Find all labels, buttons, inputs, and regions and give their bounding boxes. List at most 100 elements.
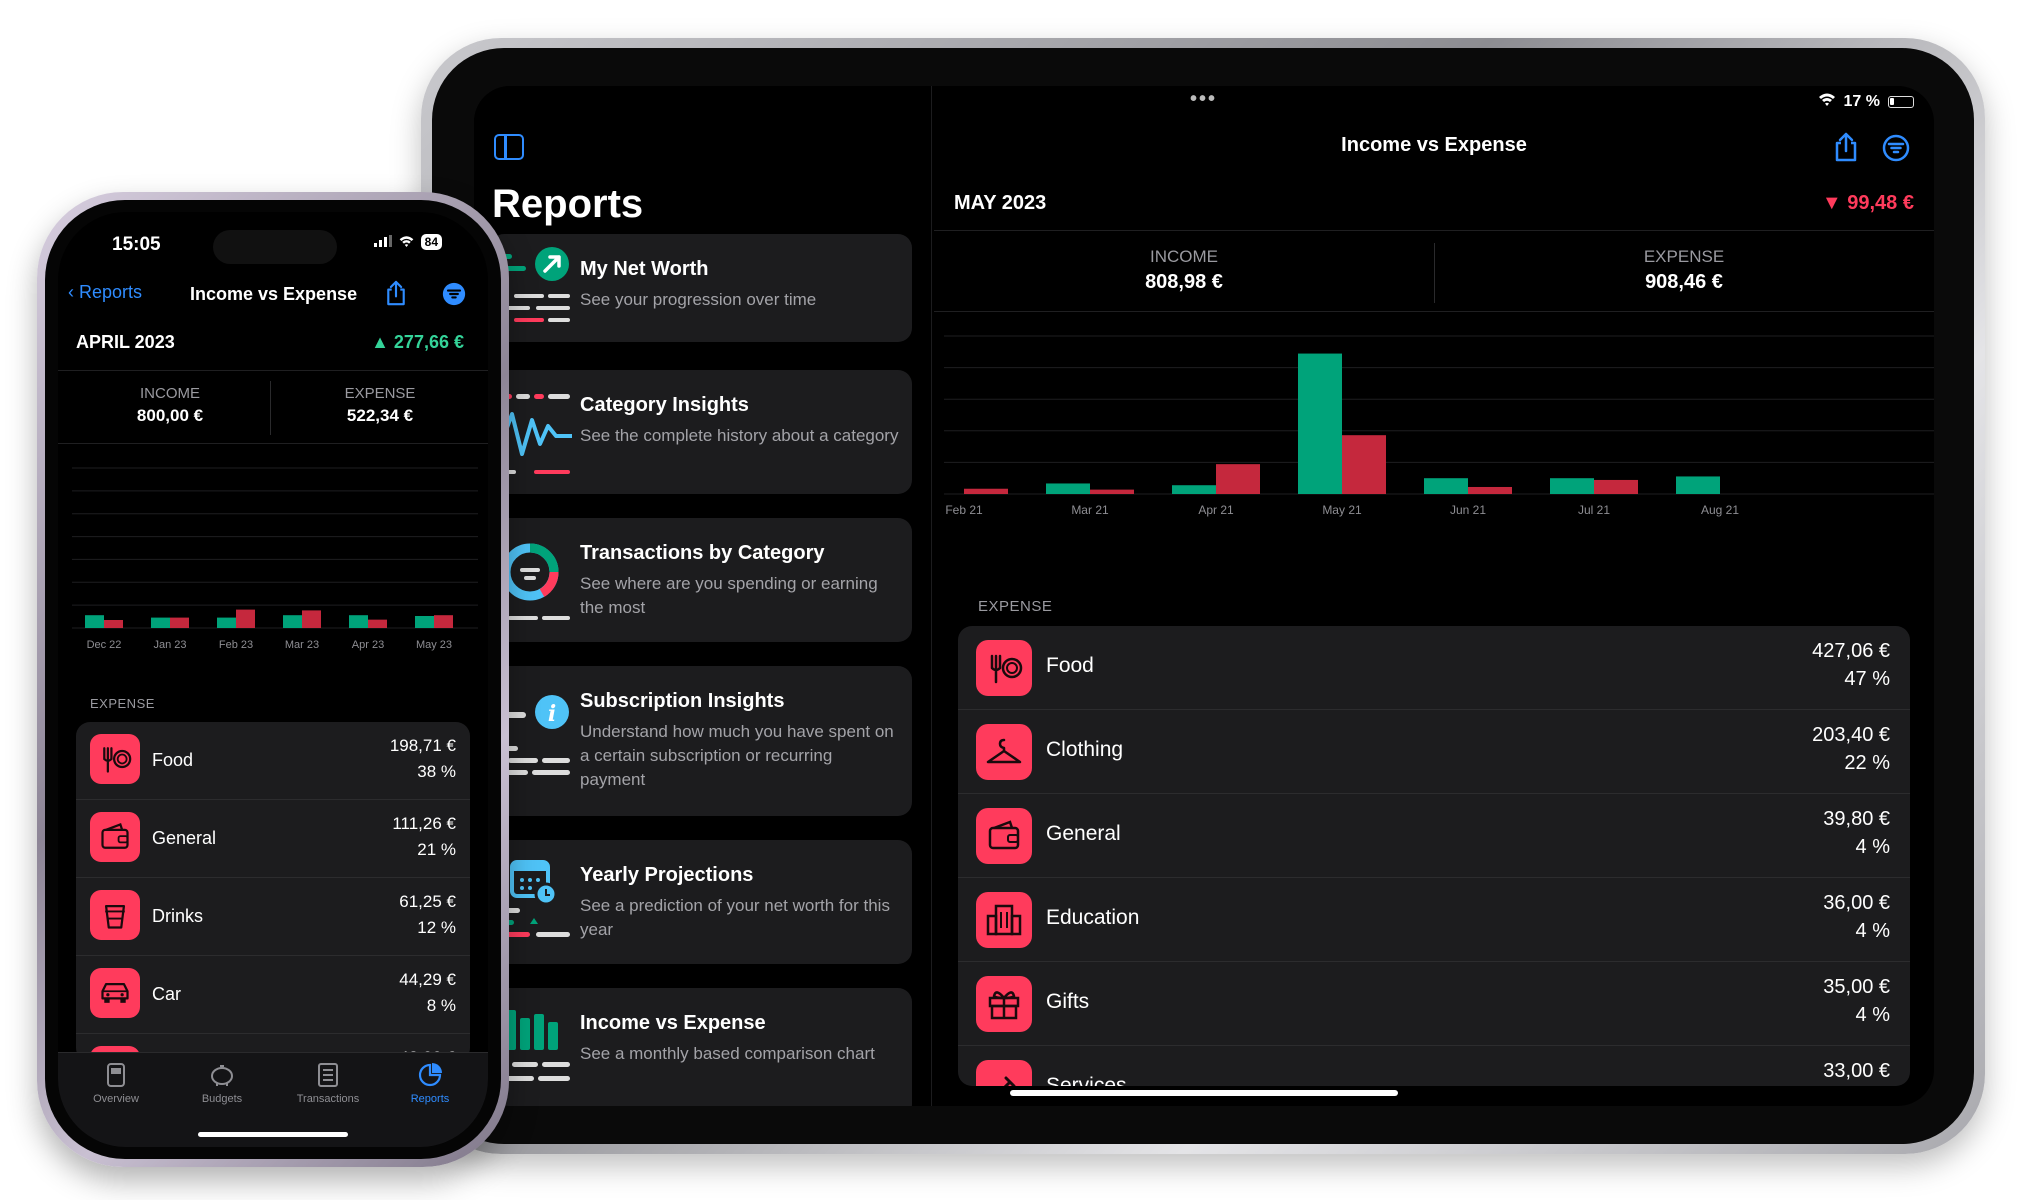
category-amount: 203,40 €	[1812, 724, 1890, 746]
chevron-left-icon: ‹	[68, 282, 79, 302]
expense-row-education[interactable]: Education 36,00 € 4 %	[958, 878, 1910, 962]
wifi-icon	[1818, 92, 1836, 111]
card-desc: See a monthly based comparison chart	[580, 1044, 875, 1063]
expense-row-car[interactable]: Car 44,29 € 8 %	[76, 956, 470, 1034]
expense-row-food[interactable]: Food 198,71 € 38 %	[76, 722, 470, 800]
battery-badge: 84	[420, 234, 442, 250]
income-label: INCOME	[140, 385, 200, 402]
card-title: Transactions by Category	[580, 542, 825, 564]
category-insights-art	[490, 394, 572, 474]
tab-label: Transactions	[296, 1093, 360, 1105]
income-expense-chart[interactable]: Feb 21 Mar 21 Apr 21 May 21 Jun 21 Jul 21 Aug …	[934, 316, 1934, 526]
card-desc: See where are you spending or earning th…	[580, 574, 878, 617]
share-icon[interactable]	[384, 280, 408, 306]
bar-expense	[1468, 486, 1512, 494]
report-card-income-vs-expense[interactable]: Income vs Expense See a monthly based co…	[490, 988, 912, 1106]
battery-icon	[1888, 95, 1914, 108]
card-title: Income vs Expense	[580, 1012, 766, 1034]
category-name: General	[1046, 822, 1121, 845]
overview-icon	[102, 1061, 130, 1089]
category-percent: 38 %	[417, 762, 456, 781]
summary-divider	[270, 381, 271, 435]
month-label: APRIL 2023	[76, 332, 175, 352]
tab-overview[interactable]: Overview	[66, 1061, 166, 1105]
home-indicator[interactable]	[1010, 1090, 1398, 1096]
tab-bar: Overview Budgets Transactions Reports	[58, 1052, 488, 1147]
expense-row-drinks[interactable]: Drinks 61,25 € 12 %	[76, 878, 470, 956]
card-desc: See the complete history about a categor…	[580, 426, 899, 445]
report-card-category-insights[interactable]: Category Insights See the complete histo…	[490, 370, 912, 494]
back-button[interactable]: ‹ Reports	[68, 282, 142, 303]
tab-reports[interactable]: Reports	[380, 1061, 480, 1105]
x-tick-label: May 23	[416, 639, 452, 651]
income-value: 800,00 €	[136, 406, 204, 425]
multitasking-dots-icon[interactable]: •••	[1190, 88, 1218, 110]
expense-row-clothing[interactable]: Clothing 203,40 € 22 %	[958, 710, 1910, 794]
expense-row-gifts[interactable]: Gifts 35,00 € 4 %	[958, 962, 1910, 1046]
status-indicators: 17 %	[1818, 92, 1914, 111]
bar-expense	[170, 617, 189, 628]
income-summary: INCOME 808,98 €	[934, 231, 1434, 313]
bar-expense	[1594, 479, 1638, 494]
category-amount: 61,25 €	[399, 892, 456, 911]
card-desc: See your progression over time	[580, 290, 817, 309]
x-tick-label: Jul 21	[1578, 503, 1610, 517]
bar-income	[415, 616, 434, 628]
tab-label: Budgets	[201, 1093, 243, 1105]
category-percent: 8 %	[426, 996, 456, 1015]
card-title: Category Insights	[580, 394, 749, 416]
tab-label: Overview	[93, 1093, 139, 1105]
filter-icon[interactable]	[442, 282, 466, 306]
income-label: INCOME	[1150, 247, 1218, 266]
bar-income	[1676, 476, 1720, 494]
x-tick-label: Feb 23	[219, 639, 253, 651]
category-percent: 4 %	[1855, 920, 1890, 942]
expense-list: Food 198,71 € 38 % General 111,26 € 21 %…	[76, 722, 470, 1062]
month-delta: ▼ 99,48 €	[1821, 192, 1914, 214]
category-name: Clothing	[1046, 738, 1124, 761]
report-card-transactions-by-category[interactable]: Transactions by Category See where are y…	[490, 518, 912, 642]
report-card-yearly-projections[interactable]: Yearly Projections See a prediction of y…	[490, 840, 912, 964]
x-tick-label: Mar 21	[1071, 503, 1109, 517]
detail-pane: Income vs Expense MAY 2023 ▼ 99,48 € INC…	[934, 86, 1934, 1106]
tab-transactions[interactable]: Transactions	[278, 1061, 378, 1105]
x-tick-label: Apr 23	[352, 639, 384, 651]
food-icon	[976, 640, 1032, 696]
income-expense-chart[interactable]: Dec 22 Jan 23 Feb 23 Mar 23 Apr 23 May 23	[58, 448, 488, 688]
card-title: My Net Worth	[580, 258, 709, 280]
back-label: Reports	[79, 282, 143, 302]
expense-row-general[interactable]: General 39,80 € 4 %	[958, 794, 1910, 878]
income-expense-summary: INCOME 808,98 € EXPENSE 908,46 €	[934, 230, 1934, 312]
card-title: Yearly Projections	[580, 864, 754, 886]
x-tick-label: Jan 23	[153, 639, 186, 651]
svg-text:i: i	[548, 701, 556, 727]
month-delta: ▲ 277,66 €	[371, 332, 464, 352]
month-label: MAY 2023	[954, 192, 1047, 214]
bar-expense	[104, 620, 123, 628]
expense-section-label: EXPENSE	[90, 696, 155, 711]
report-card-net-worth[interactable]: My Net Worth See your progression over t…	[490, 234, 912, 342]
expense-list: Food 427,06 € 47 % Clothing 203,40 € 22 …	[958, 626, 1910, 1086]
category-name: Food	[1046, 654, 1094, 677]
x-tick-label: Dec 22	[87, 639, 122, 651]
food-icon	[90, 734, 140, 784]
filter-icon[interactable]	[1882, 134, 1910, 162]
expense-row-services[interactable]: Services 33,00 €	[958, 1046, 1910, 1086]
income-expense-summary: INCOME 800,00 € EXPENSE 522,34 €	[58, 370, 488, 444]
category-percent: 4 %	[1855, 836, 1890, 858]
report-card-subscription-insights[interactable]: i Subscription Insights Understand how m…	[490, 666, 912, 816]
sidebar-toggle-icon[interactable]	[494, 134, 524, 160]
gift-icon	[976, 976, 1032, 1032]
expense-summary: EXPENSE 522,34 €	[280, 371, 480, 426]
wallet-icon	[976, 808, 1032, 864]
home-indicator[interactable]	[198, 1132, 348, 1137]
category-amount: 111,26 €	[392, 814, 456, 833]
card-title: Subscription Insights	[580, 690, 785, 712]
expense-row-food[interactable]: Food 427,06 € 47 %	[958, 626, 1910, 710]
category-name: Drinks	[152, 906, 204, 926]
category-percent: 12 %	[417, 918, 456, 937]
share-icon[interactable]	[1832, 132, 1860, 162]
expense-row-general[interactable]: General 111,26 € 21 %	[76, 800, 470, 878]
signal-icon	[373, 234, 392, 250]
tab-budgets[interactable]: Budgets	[172, 1061, 272, 1105]
